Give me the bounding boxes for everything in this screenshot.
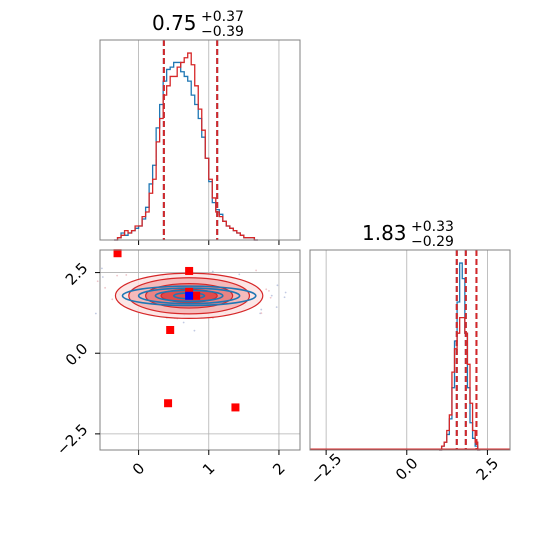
scatter-sample [94, 312, 97, 315]
panel-2d: 0 1 2 −2.5 0.0 2.5 [53, 249, 301, 479]
marker-red [192, 291, 201, 300]
panel-hist-2-frame [309, 249, 511, 451]
marker-red [113, 249, 122, 258]
scatter-sample [104, 286, 106, 289]
marker-red [164, 399, 173, 408]
title-2-plus: +0.33 [411, 219, 454, 235]
title-1-plus: +0.37 [201, 9, 244, 25]
scatter-sample [211, 270, 214, 273]
scatter-sample [238, 273, 241, 276]
histogram-series-red [114, 52, 258, 241]
scatter-sample [276, 284, 279, 287]
scatter-sample [193, 329, 196, 332]
y-tick-label: 0.0 [62, 340, 92, 370]
title-1-minus: −0.39 [201, 24, 244, 40]
scatter-sample [270, 294, 273, 297]
title-2-value: 1.83 [362, 221, 407, 245]
marker-red [185, 266, 194, 275]
scatter-sample [260, 308, 263, 311]
panel-hist-2-background [310, 250, 510, 450]
x-tick-label: 1 [199, 459, 218, 478]
y-tick-label: 2.5 [62, 259, 92, 289]
panel-hist-2: −2.5 0.0 2.5 1.83 +0.33 −0.29 [307, 219, 511, 488]
title-2-minus: −0.29 [411, 234, 454, 250]
scatter-sample [111, 298, 114, 301]
scatter-sample [265, 288, 268, 291]
panel-hist-1-title: 0.75 [152, 11, 197, 35]
scatter-sample [182, 321, 185, 324]
scatter-sample [255, 269, 258, 272]
histogram-series-red [439, 316, 481, 451]
x-tick-label: 0 [129, 459, 148, 478]
scatter-sample [116, 274, 119, 277]
x-tick-label: −2.5 [307, 450, 345, 488]
scatter-sample [96, 280, 99, 283]
marker-red [231, 403, 240, 412]
panel-hist-2-title: 1.83 [362, 221, 407, 245]
x-tick-label: 2.5 [473, 454, 503, 484]
scatter-sample [275, 306, 278, 309]
y-tick-label: −2.5 [53, 420, 91, 458]
title-1-value: 0.75 [152, 11, 197, 35]
panel-2d-frame [99, 249, 301, 451]
scatter-sample [284, 291, 287, 294]
x-tick-label: 2 [269, 459, 288, 478]
panel-hist-1-background [100, 40, 300, 240]
scatter-sample [269, 296, 272, 299]
scatter-sample [101, 267, 103, 270]
x-tick-label: 0.0 [392, 454, 422, 484]
scatter-sample [283, 296, 286, 299]
marker-blue [185, 291, 194, 300]
panel-hist-1: 0.75 +0.37 −0.39 [99, 9, 301, 245]
scatter-sample [101, 276, 104, 278]
scatter-sample [268, 289, 270, 292]
contour-blue-level-1 [121, 285, 257, 307]
scatter-sample [125, 274, 128, 276]
panel-hist-1-frame [99, 39, 301, 241]
scatter-sample [260, 312, 263, 315]
marker-red [166, 326, 175, 334]
